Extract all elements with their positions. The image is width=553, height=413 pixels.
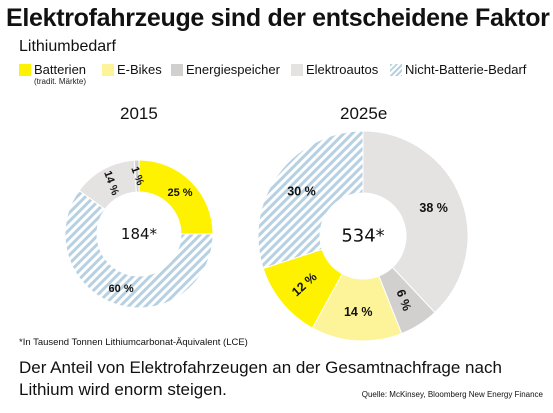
- legend-swatch-batterien: [19, 64, 31, 76]
- slice-label-nicht-batterie-bedarf: 30 %: [287, 184, 316, 198]
- donut-2015: 25 %60 %14 % 1 %184*: [64, 159, 214, 309]
- center-total-2015: 184*: [121, 225, 158, 243]
- footnote: *In Tausend Tonnen Lithiumcarbonat-Äquiv…: [19, 337, 248, 348]
- slice-energiespeicher: [133, 159, 140, 193]
- legend-label-batterien: Batterien: [34, 62, 87, 77]
- legend-swatch-elektroautos: [291, 64, 303, 76]
- chart-2025-title: 2025e: [340, 104, 388, 123]
- slice-label-e-bikes: 14 %: [344, 305, 373, 319]
- slice-elektroautos: [362, 130, 469, 314]
- caption: Der Anteil von Elektrofahrzeugen an der …: [19, 358, 502, 399]
- slice-label-energiespeicher: 6 %: [393, 288, 414, 313]
- chart-subtitle: Lithiumbedarf: [19, 38, 116, 55]
- chart-title: Elektrofahrzeuge sind der entscheidene F…: [6, 4, 550, 32]
- chart-2015-title: 2015: [120, 104, 158, 123]
- slice-nicht-batterie-bedarf: [64, 189, 214, 309]
- donut-2025e: 38 %6 %14 %12 %30 %534*: [257, 130, 469, 342]
- slice-nicht-batterie-bedarf: [257, 130, 364, 270]
- legend-label-elektroautos: Elektroautos: [306, 62, 379, 77]
- legend-label-energiespeicher: Energiespeicher: [186, 62, 280, 77]
- center-total-2025e: 534*: [341, 226, 384, 247]
- legend-swatch-nicht-batterie-bedarf: [390, 64, 402, 76]
- legend-label-nicht-batterie-bedarf: Nicht-Batterie-Bedarf: [405, 62, 527, 77]
- slice-label-batterien: 25 %: [167, 187, 192, 199]
- legend-note-batterien: (tradit. Märkte): [34, 77, 87, 86]
- legend-swatch-e-bikes: [102, 64, 114, 76]
- source-note: Quelle: McKinsey, Bloomberg New Energy F…: [361, 390, 543, 399]
- slice-label-elektroautos: 38 %: [419, 201, 448, 215]
- legend-swatch-energiespeicher: [171, 64, 183, 76]
- slice-label-nicht-batterie-bedarf: 60 %: [109, 283, 134, 295]
- legend: Batterien (tradit. Märkte) E-Bikes Energ…: [19, 62, 549, 92]
- legend-label-e-bikes: E-Bikes: [117, 62, 162, 77]
